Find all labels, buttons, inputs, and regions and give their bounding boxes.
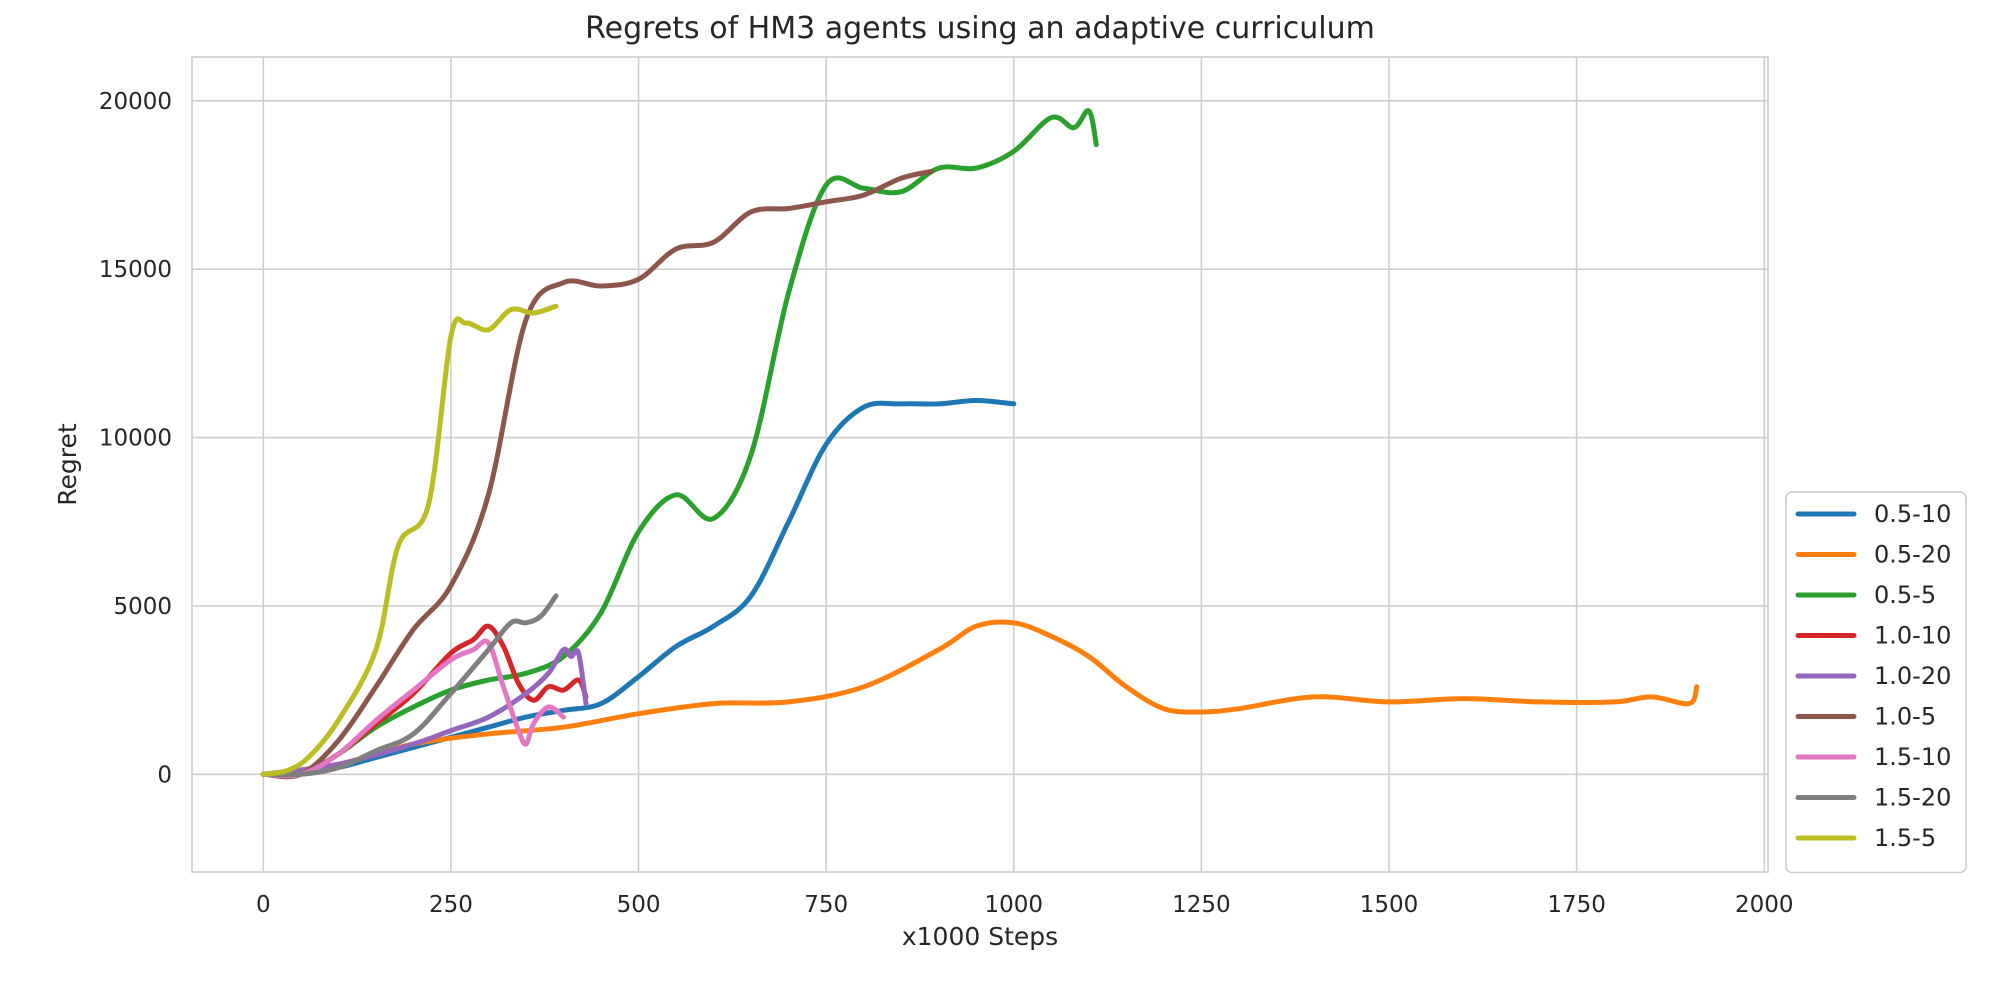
legend-label: 1.0-5 xyxy=(1874,703,1936,731)
y-tick-label: 10000 xyxy=(99,426,172,452)
legend-label: 1.5-20 xyxy=(1874,784,1951,812)
series-layer xyxy=(260,108,1700,780)
series-line-1.5-10 xyxy=(260,638,566,779)
y-tick-label: 5000 xyxy=(113,594,172,620)
x-tick-label: 1000 xyxy=(984,892,1043,918)
series-line-1.0-5 xyxy=(260,169,934,780)
legend: 0.5-10 0.5-20 0.5-5 1.0-10 1.0-20 1.0-5 1.5-10… xyxy=(1785,491,1967,874)
x-tick-label: 1750 xyxy=(1547,892,1606,918)
x-tick-label: 1250 xyxy=(1172,892,1231,918)
y-tick-label: 15000 xyxy=(99,257,172,283)
legend-label: 1.5-5 xyxy=(1874,824,1936,852)
tick-layer: 0 250 500 750 1000 1250 1500 1750 20000500010000… xyxy=(99,89,1794,918)
y-tick-label: 20000 xyxy=(99,89,172,115)
legend-label: 1.0-10 xyxy=(1874,622,1951,650)
x-axis-title: x1000 Steps xyxy=(902,922,1058,951)
series-line-0.5-5 xyxy=(260,108,1099,779)
series-line-0.5-10 xyxy=(260,398,1017,778)
x-tick-label: 500 xyxy=(617,892,661,918)
series-line-1.0-20 xyxy=(260,646,589,777)
y-tick-label: 0 xyxy=(157,762,172,788)
x-tick-label: 1500 xyxy=(1360,892,1419,918)
x-tick-label: 250 xyxy=(429,892,473,918)
series-line-0.5-20 xyxy=(260,619,1700,777)
legend-box xyxy=(1785,491,1967,874)
x-tick-label: 750 xyxy=(804,892,848,918)
legend-label: 0.5-20 xyxy=(1874,541,1951,569)
series-line-1.5-5 xyxy=(260,303,559,777)
legend-label: 0.5-5 xyxy=(1874,581,1936,609)
y-axis-title: Regret xyxy=(53,423,82,506)
legend-label: 1.5-10 xyxy=(1874,743,1951,771)
series-line-1.5-20 xyxy=(260,593,559,778)
chart-title: Regrets of HM3 agents using an adaptive … xyxy=(585,11,1375,46)
legend-label: 0.5-10 xyxy=(1874,500,1951,528)
x-tick-label: 2000 xyxy=(1735,892,1794,918)
grid-layer xyxy=(192,57,1768,872)
x-tick-label: 0 xyxy=(256,892,271,918)
plot-frame xyxy=(191,56,1769,873)
legend-label: 1.0-20 xyxy=(1874,662,1951,690)
